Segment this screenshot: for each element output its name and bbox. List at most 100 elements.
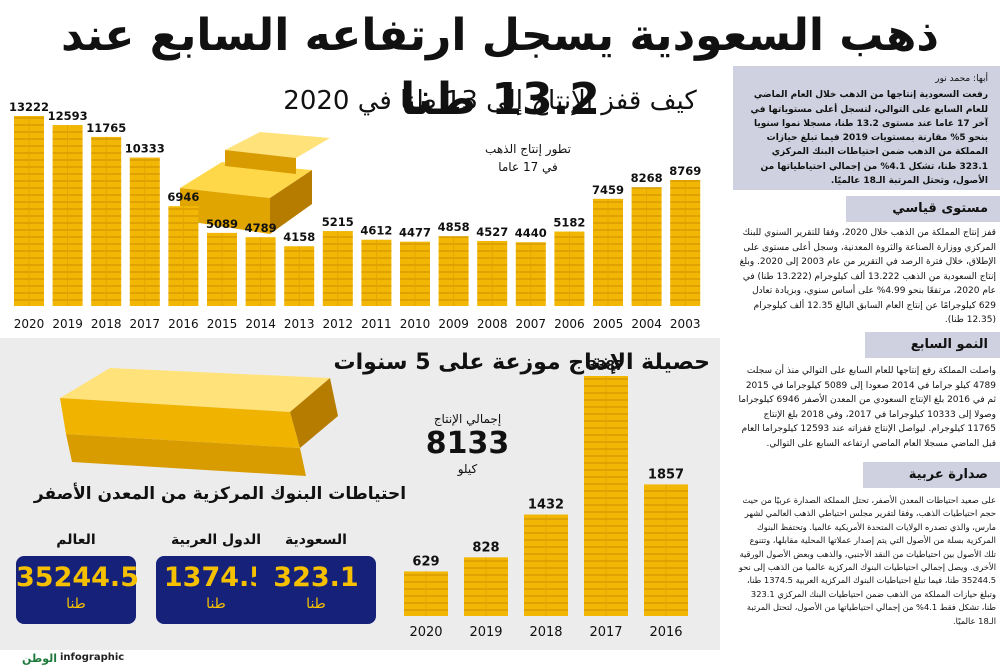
bar-2007 (515, 242, 546, 306)
gold-ingot-back-front-icon (225, 150, 296, 174)
bar-2012 (322, 231, 353, 306)
bar-2003 (670, 179, 701, 306)
bar5-year-label: 2016 (649, 625, 682, 640)
reserves-title: احتياطات البنوك المركزية من المعدن الأصف… (33, 484, 407, 504)
bar-value-label: 12593 (48, 109, 88, 123)
reserve-box-world: 35244.5 طنا (16, 556, 139, 624)
bar-value-label: 4858 (438, 220, 470, 234)
reserve-label-arab: الدول العربية (171, 532, 261, 548)
year-tick-label: 2014 (245, 317, 276, 331)
gold-bars-pile-illustration (60, 368, 338, 476)
intro-text: رفعت السعودية إنتاجها من الذهب خلال العا… (750, 90, 988, 187)
bar5-2017 (584, 376, 628, 616)
year-tick-label: 2007 (516, 317, 547, 331)
total-value: 8133 (425, 426, 510, 461)
reserve-label-saudi: السعودية (285, 532, 347, 548)
bar5-value-label: 1432 (528, 498, 564, 513)
bar-value-label: 4612 (360, 224, 392, 238)
total-unit: كيلو (457, 462, 478, 476)
bar-2016 (168, 206, 199, 306)
bar-2017 (129, 157, 160, 306)
bar-value-label: 4477 (399, 226, 431, 240)
production-5yr-chart: 629 2020 828 2019 1432 2018 3387 2017 1857 2016 (60, 359, 688, 640)
bar5-value-label: 3387 (588, 359, 624, 374)
reserve-value-arab: 1374.5 (163, 562, 269, 593)
bar-value-label: 6946 (167, 190, 199, 204)
bar-2018 (91, 136, 122, 306)
headline: ذهب السعودية يسجل ارتفاعه السابع عند 13.… (61, 10, 940, 125)
bar-value-label: 4527 (476, 225, 508, 239)
bar5-2019 (464, 557, 508, 616)
bar-2009 (438, 236, 469, 306)
gold-pile-side-icon (290, 378, 338, 448)
top-chart-panel: 13222 2020 12593 2019 11765 2018 10333 2017 6946… (0, 70, 720, 338)
year-tick-label: 2019 (52, 317, 83, 331)
footer-tag: infographic (60, 652, 125, 663)
year-tick-label: 2010 (400, 317, 431, 331)
bar-2008 (477, 240, 508, 306)
bar-2014 (245, 237, 276, 306)
year-tick-label: 2005 (593, 317, 624, 331)
bar5-value-label: 1857 (648, 467, 684, 482)
year-tick-label: 2003 (670, 317, 701, 331)
year-tick-label: 2016 (168, 317, 199, 331)
top-chart-note: تطور إنتاج الذهب في 17 عاما (448, 140, 608, 176)
year-tick-label: 2008 (477, 317, 508, 331)
bar-2011 (361, 239, 392, 306)
gold-pile-row2-icon (66, 434, 306, 476)
article-intro: أبها: محمد نور رفعت السعودية إنتاجها من … (733, 66, 1000, 190)
production-17yr-chart: 13222 2020 12593 2019 11765 2018 10333 2017 6946… (9, 100, 701, 331)
bar-value-label: 4158 (283, 230, 315, 244)
bar5-year-label: 2020 (409, 625, 442, 640)
bar5-2016 (644, 484, 688, 616)
year-tick-label: 2015 (207, 317, 238, 331)
reserve-value-saudi: 323.1 (273, 562, 359, 593)
section-heading-growth: النمو السابع (864, 332, 1000, 358)
reserve-unit-saudi: طنا (306, 596, 326, 612)
bar-value-label: 7459 (592, 183, 624, 197)
year-tick-label: 2011 (361, 317, 392, 331)
bar-2015 (207, 232, 237, 306)
bar-value-label: 8268 (631, 171, 663, 185)
section-heading-record: مستوى قياسي (846, 196, 1000, 222)
bar5-2020 (404, 571, 448, 616)
bar-2010 (400, 241, 430, 306)
bar-2005 (593, 198, 623, 306)
year-tick-label: 2006 (554, 317, 585, 331)
reserve-unit-arab: طنا (206, 596, 226, 612)
gold-ingot-side-icon (270, 170, 312, 234)
gold-ingot-front-icon (180, 188, 270, 234)
bottom-chart-title: حصيلة الإنتاج موزعة على 5 سنوات (333, 350, 711, 375)
bar-2013 (284, 246, 315, 306)
year-tick-label: 2013 (284, 317, 315, 331)
bar-value-label: 5182 (553, 216, 585, 230)
brand-logo: الوطن (22, 652, 58, 665)
year-tick-label: 2017 (130, 317, 161, 331)
bar-value-label: 8769 (669, 164, 701, 178)
year-tick-label: 2004 (631, 317, 662, 331)
section-body-record: قفز إنتاج المملكة من الذهب خلال 2020، وف… (739, 228, 996, 325)
reserve-value-world: 35244.5 (16, 562, 139, 593)
bar5-value-label: 629 (412, 554, 439, 569)
bar-2020 (14, 116, 44, 306)
gold-pile-top-icon (60, 368, 330, 412)
article-sidebar: أبها: محمد نور رفعت السعودية إنتاجها من … (733, 66, 1000, 650)
year-tick-label: 2009 (438, 317, 469, 331)
total-label: إجمالي الإنتاج (433, 412, 502, 426)
bar-2004 (631, 187, 662, 306)
byline: أبها: محمد نور (935, 74, 988, 84)
note-line-1: تطور إنتاج الذهب (485, 142, 571, 156)
gold-pile-row1-icon (60, 398, 300, 448)
year-tick-label: 2012 (323, 317, 354, 331)
bar-2006 (554, 231, 585, 306)
footer: الوطن infographic (0, 652, 1000, 667)
reserve-box-saudi: 323.1 طنا (256, 556, 376, 624)
bar-value-label: 10333 (125, 142, 165, 156)
bar-2019 (52, 125, 83, 306)
bar5-year-label: 2018 (529, 625, 562, 640)
bar-value-label: 5089 (206, 217, 238, 231)
bar-value-label: 4440 (515, 226, 547, 240)
bar5-value-label: 828 (472, 540, 499, 555)
year-tick-label: 2018 (91, 317, 122, 331)
reserve-unit-world: طنا (66, 596, 86, 612)
